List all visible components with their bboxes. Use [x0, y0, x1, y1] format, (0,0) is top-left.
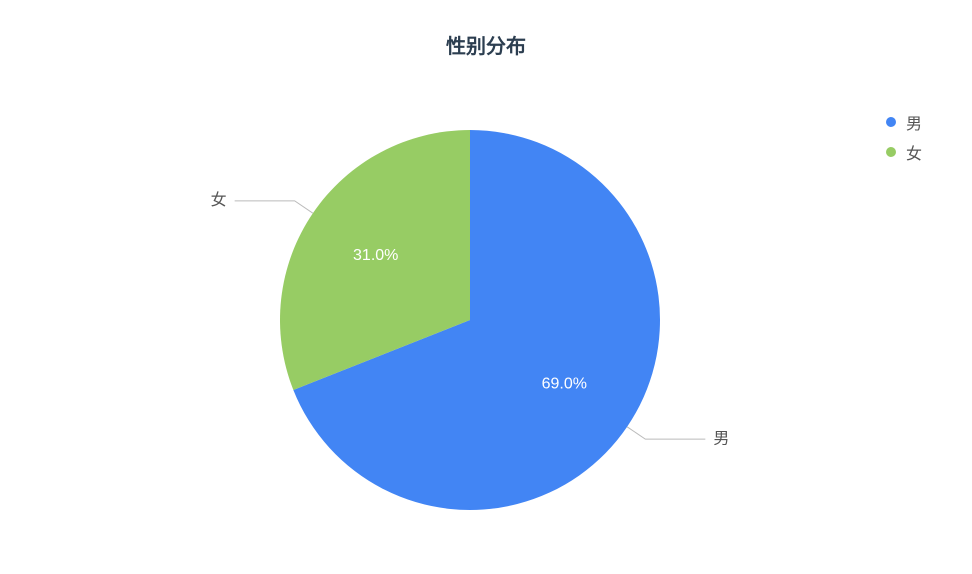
- chart-title: 性别分布: [0, 30, 972, 59]
- pie-pct-男: 69.0%: [542, 375, 587, 392]
- callout-line-男: [627, 427, 705, 439]
- pie-pct-女: 31.0%: [353, 247, 398, 264]
- callout-label-男: 男: [713, 430, 729, 447]
- callout-label-女: 女: [211, 190, 227, 209]
- pie-chart: 69.0% 男 31.0% 女: [0, 100, 972, 574]
- callout-line-女: [235, 201, 313, 213]
